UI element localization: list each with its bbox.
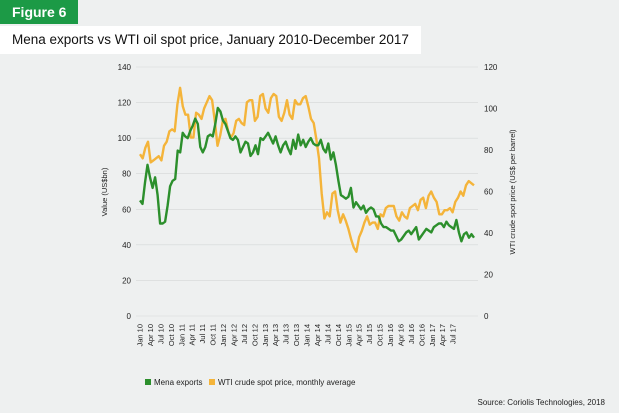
x-tick-label: Jan 14 — [303, 324, 312, 347]
x-tick-label: Oct 12 — [250, 324, 259, 346]
y-axis-left-ticks: 0 20 40 60 80 100 120 140 — [118, 63, 132, 321]
x-tick-label: Jan 11 — [177, 324, 186, 346]
legend-label-wti: WTI crude spot price, monthly average — [218, 378, 356, 387]
x-tick-label: Jul 13 — [282, 324, 291, 344]
series-line-wti — [138, 86, 475, 253]
y-left-tick-label: 140 — [118, 63, 132, 72]
y-left-tick-label: 80 — [122, 170, 131, 179]
y-right-tick-label: 0 — [484, 312, 489, 321]
y-left-tick-label: 100 — [118, 134, 132, 143]
x-tick-label: Jul 14 — [323, 324, 332, 344]
y-left-tick-label: 0 — [127, 312, 132, 321]
x-tick-label: Apr 17 — [438, 324, 447, 346]
x-tick-label: Apr 16 — [396, 324, 405, 346]
chart-title: Mena exports vs WTI oil spot price, Janu… — [0, 26, 421, 54]
y-left-tick-label: 40 — [122, 241, 131, 250]
y-left-tick-label: 20 — [122, 276, 131, 285]
series-line-mena — [139, 106, 475, 243]
legend-label-mena: Mena exports — [154, 378, 202, 387]
x-tick-label: Apr 15 — [355, 324, 364, 346]
gridlines — [136, 66, 478, 317]
x-tick-label: Apr 10 — [146, 324, 155, 346]
x-tick-label: Jan 16 — [386, 324, 395, 347]
legend: Mena exports WTI crude spot price, month… — [145, 378, 356, 387]
x-tick-label: Jul 10 — [156, 324, 165, 344]
x-tick-label: Oct 10 — [167, 324, 176, 346]
series-layer — [138, 86, 475, 253]
x-tick-label: Oct 11 — [209, 324, 218, 346]
y-right-tick-label: 80 — [484, 146, 493, 155]
x-axis-ticks: Jan 10 Apr 10 Jul 10 Oct 10 Jan 11 Apr 11 Jul … — [136, 324, 458, 347]
source-note: Source: Coriolis Technologies, 2018 — [477, 398, 605, 407]
x-tick-label: Oct 13 — [292, 324, 301, 346]
figure-label: Figure 6 — [0, 0, 79, 24]
x-tick-label: Jan 15 — [344, 324, 353, 347]
y-left-tick-label: 120 — [118, 99, 132, 108]
x-tick-label: Oct 14 — [334, 324, 343, 346]
x-tick-label: Jan 10 — [136, 324, 145, 347]
x-tick-label: Oct 15 — [376, 324, 385, 346]
y-axis-left-label: Value (US$bn) — [100, 167, 109, 216]
x-tick-label: Apr 13 — [271, 324, 280, 346]
x-tick-label: Oct 16 — [417, 324, 426, 346]
y-right-tick-label: 40 — [484, 229, 493, 238]
y-right-tick-label: 60 — [484, 188, 493, 197]
y-right-tick-label: 120 — [484, 63, 498, 72]
x-tick-label: Jul 15 — [365, 324, 374, 344]
y-axis-right-label: WTI crude spot price (US$ per barrel) — [508, 129, 517, 255]
x-tick-label: Jul 11 — [198, 324, 207, 343]
x-tick-label: Apr 12 — [229, 324, 238, 346]
x-tick-label: Apr 14 — [313, 324, 322, 346]
y-left-tick-label: 60 — [122, 205, 131, 214]
y-right-tick-label: 20 — [484, 271, 493, 280]
x-tick-label: Jan 17 — [428, 324, 437, 347]
legend-swatch-mena — [145, 379, 151, 385]
x-tick-label: Jul 17 — [449, 324, 458, 344]
y-right-tick-label: 100 — [484, 105, 498, 114]
x-tick-label: Jul 16 — [407, 324, 416, 344]
y-axis-right-ticks: 0 20 40 60 80 100 120 — [484, 63, 498, 321]
x-tick-label: Jan 13 — [261, 324, 270, 347]
x-tick-label: Apr 11 — [188, 324, 197, 346]
x-tick-label: Jan 12 — [219, 324, 228, 347]
legend-swatch-wti — [209, 379, 215, 385]
x-tick-label: Jul 12 — [240, 324, 249, 344]
